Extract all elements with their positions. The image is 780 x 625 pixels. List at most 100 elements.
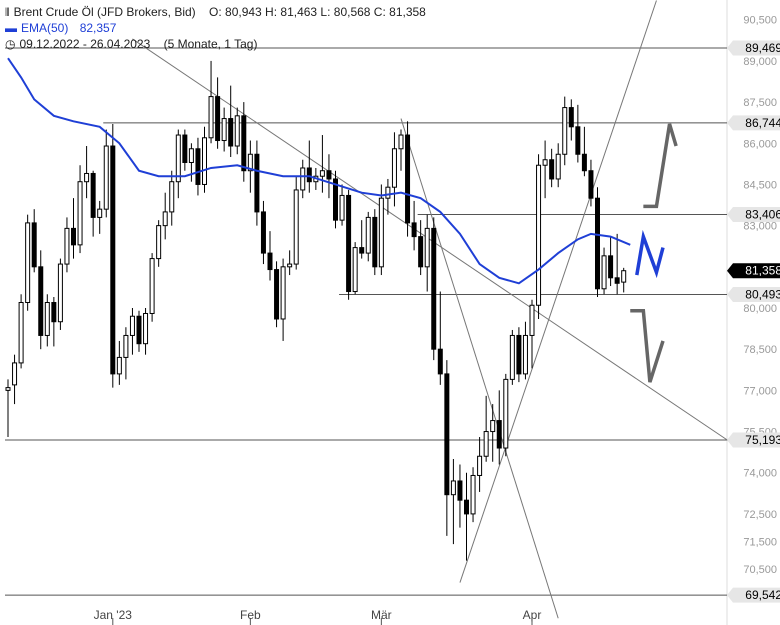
date-range: 09.12.2022 - 26.04.2023 xyxy=(19,37,151,51)
y-tick-label: 90,500 xyxy=(743,15,777,27)
candle-body xyxy=(169,181,175,213)
candle-body xyxy=(352,247,358,293)
trendline xyxy=(400,118,559,619)
level-price-tag xyxy=(727,432,780,448)
candle-body xyxy=(568,107,574,128)
candle-body xyxy=(621,270,627,283)
horizontal-levels xyxy=(5,47,727,596)
candle-body xyxy=(509,334,515,380)
candle-body xyxy=(195,148,201,185)
candle-body xyxy=(542,159,548,166)
x-tick-label: Jan '23 xyxy=(94,608,133,622)
y-tick-label: 70,500 xyxy=(743,564,777,576)
level-price-label: 80,493 xyxy=(745,287,780,301)
x-tick-label: Apr xyxy=(523,608,542,622)
candle-body xyxy=(175,134,181,183)
x-tick-label: Feb xyxy=(240,608,261,622)
y-tick-label: 72,500 xyxy=(743,509,777,521)
candle-body xyxy=(490,420,496,433)
projection-up-arrow xyxy=(643,123,678,209)
candle-body xyxy=(156,225,162,260)
y-tick-label: 74,000 xyxy=(743,468,777,480)
candle-body xyxy=(71,227,76,246)
y-tick-label: 80,000 xyxy=(743,303,777,315)
level-price-label: 89,469 xyxy=(745,41,780,55)
x-axis: Jan '23 Feb Mär Apr xyxy=(94,608,542,625)
y-tick-label: 83,000 xyxy=(743,221,777,233)
legend-instrument-row: ⫴ Brent Crude Öl (JFD Brokers, Bid) O: 80… xyxy=(5,5,430,20)
projection-mid-arrow xyxy=(635,229,665,279)
candle-body xyxy=(536,164,542,306)
instrument-name: Brent Crude Öl (JFD Brokers, Bid) xyxy=(13,5,196,19)
candle-body xyxy=(450,480,456,496)
candle-body xyxy=(234,115,240,147)
candle-body xyxy=(300,167,306,191)
candle-body xyxy=(608,255,614,279)
y-tick-label: 84,500 xyxy=(743,179,777,191)
candle-body xyxy=(25,222,31,304)
candle-body xyxy=(38,266,44,336)
candle-body xyxy=(129,315,135,336)
candle-body xyxy=(162,211,168,227)
ema-value: 82,357 xyxy=(79,21,117,35)
y-tick-label: 87,500 xyxy=(743,97,777,109)
candle-body xyxy=(215,96,221,142)
candle-body xyxy=(90,172,96,218)
candle-body xyxy=(516,334,522,375)
ema-label: EMA(50) xyxy=(21,21,69,35)
candle-body xyxy=(437,348,443,375)
ema-line xyxy=(7,57,631,285)
candle-body xyxy=(267,252,273,271)
candle-body xyxy=(601,255,607,290)
ohlc-values: O: 80,943 H: 81,463 L: 80,568 C: 81,358 xyxy=(209,5,426,19)
candle-body xyxy=(12,362,18,386)
candle-body xyxy=(326,170,332,180)
level-price-label: 86,744 xyxy=(745,116,780,130)
candle-body xyxy=(405,134,411,224)
candle-body xyxy=(503,378,509,449)
legend-range-row: ◷ 09.12.2022 - 26.04.2023 (5 Monate, 1 Ta… xyxy=(5,37,261,51)
candle-body xyxy=(595,197,600,290)
candle-body xyxy=(287,263,293,268)
bars-icon: ⫴ xyxy=(5,7,10,19)
y-tick-label: 86,000 xyxy=(743,138,777,150)
candle-body xyxy=(228,118,234,147)
projection-down-arrow xyxy=(630,308,665,383)
candle-body xyxy=(319,170,325,177)
candle-body xyxy=(306,167,312,183)
candle-body xyxy=(136,315,142,345)
candle-body xyxy=(260,211,266,254)
level-price-tag xyxy=(727,40,780,56)
candle-body xyxy=(208,96,214,139)
candle-body xyxy=(123,334,129,358)
y-tick-label: 77,000 xyxy=(743,385,777,397)
x-tick-label: Mär xyxy=(371,608,392,622)
candle-body xyxy=(522,334,528,375)
level-price-label: 69,542 xyxy=(745,588,780,602)
candle-body xyxy=(529,304,535,336)
candle-body xyxy=(280,266,286,320)
candle-body xyxy=(84,172,90,183)
candle-body xyxy=(418,236,424,268)
candle-body xyxy=(372,216,378,268)
candle-body xyxy=(202,137,207,185)
candle-body xyxy=(182,134,188,163)
y-tick-label: 89,000 xyxy=(743,56,777,68)
candlestick-series xyxy=(5,60,627,561)
trendline xyxy=(459,0,657,583)
date-range-detail: (5 Monate, 1 Tag) xyxy=(163,37,258,51)
candle-body xyxy=(31,222,37,268)
candle-body xyxy=(346,194,352,293)
y-tick-label: 78,500 xyxy=(743,344,777,356)
y-tick-label: 71,500 xyxy=(743,536,777,548)
candle-body xyxy=(18,302,24,364)
candle-body xyxy=(470,474,476,515)
candle-body xyxy=(143,312,149,345)
candle-body xyxy=(496,420,502,449)
candle-body xyxy=(457,480,463,501)
ema-swatch-icon: ▬ xyxy=(5,21,17,35)
level-price-tag xyxy=(727,587,780,603)
candle-body xyxy=(581,153,587,172)
candle-body xyxy=(57,263,63,323)
